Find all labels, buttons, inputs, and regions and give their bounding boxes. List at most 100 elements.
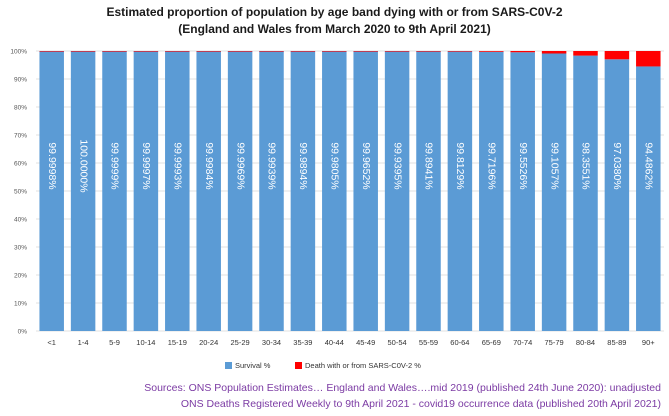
x-tick-label: 65-69: [482, 338, 501, 347]
survival-bar: [604, 59, 630, 331]
survival-bar: [165, 51, 190, 332]
x-tick-label: 25-29: [231, 338, 250, 347]
legend-swatch: [295, 362, 302, 369]
x-tick-label: 55-59: [419, 338, 438, 347]
survival-bar: [133, 51, 159, 331]
legend-swatch: [225, 362, 232, 369]
bar-data-label: 99.8129%: [454, 142, 466, 189]
x-tick-label: 5-9: [109, 338, 120, 347]
source-note-line-2: ONS Deaths Registered Weekly to 9th Apri…: [180, 398, 661, 410]
x-tick-label: 1-4: [78, 338, 89, 347]
death-bar: [227, 51, 253, 52]
bar-data-label: 100.0000%: [77, 139, 89, 192]
bar-data-label: 99.9395%: [391, 142, 403, 189]
chart-subtitle: (England and Wales from March 2020 to 9t…: [178, 22, 491, 36]
death-bar: [416, 51, 441, 52]
bar-data-label: 99.9998%: [46, 142, 58, 189]
death-bar: [510, 51, 535, 53]
y-tick-label: 100%: [10, 49, 27, 56]
y-tick-label: 60%: [14, 161, 27, 168]
x-tick-label: 20-24: [199, 338, 218, 347]
gridlines: [36, 50, 664, 332]
survival-bar: [290, 51, 316, 332]
survival-bar: [196, 51, 221, 331]
death-bar: [70, 51, 96, 52]
y-tick-label: 80%: [14, 105, 27, 112]
death-bar: [604, 51, 630, 60]
death-bar: [384, 51, 410, 52]
death-bar: [573, 51, 598, 56]
survival-bar: [259, 51, 284, 331]
x-tick-label: <1: [47, 338, 56, 347]
bar-data-label: 99.9894%: [297, 142, 309, 189]
survival-bar: [384, 51, 410, 331]
y-tick-label: 10%: [14, 301, 27, 308]
survival-bar: [636, 66, 661, 332]
bar-data-label: 99.9805%: [329, 142, 341, 189]
x-axis-ticks: <1 1-4 5-9 10-14 15-19 20-24 25-29 30-34 35-39 40…: [47, 338, 655, 347]
y-tick-label: 40%: [14, 217, 27, 224]
bar-data-label: 99.9993%: [172, 142, 184, 189]
death-bar: [479, 51, 504, 52]
bar-data-label: 99.9939%: [266, 142, 278, 189]
death-bar: [541, 51, 567, 54]
x-tick-label: 90+: [642, 338, 655, 347]
bar-data-label: 99.9999%: [109, 142, 121, 189]
x-tick-label: 50-54: [388, 338, 407, 347]
y-tick-label: 0%: [18, 329, 28, 336]
bar-data-labels: 99.9998% 100.0000% 99.9999% 99.9997% 99.9993…: [46, 139, 655, 192]
bar-data-label: 97.0380%: [611, 142, 623, 189]
x-tick-label: 85-89: [607, 338, 626, 347]
y-axis-ticks: 0% 10% 20% 30% 40% 50% 60% 70% 80% 90% 100%: [10, 49, 27, 336]
survival-bar: [102, 51, 127, 332]
death-bar: [133, 51, 159, 52]
bars: [39, 51, 661, 332]
x-tick-label: 30-34: [262, 338, 281, 347]
legend-label: Death with or from SARS-C0V-2 %: [305, 361, 421, 370]
death-bar: [259, 51, 284, 52]
bar-data-label: 99.9997%: [140, 142, 152, 189]
bar-data-label: 98.3551%: [580, 142, 592, 189]
survival-bar: [353, 51, 378, 331]
death-bar: [322, 51, 347, 52]
death-bar: [447, 51, 473, 52]
x-tick-label: 15-19: [168, 338, 187, 347]
survival-bar: [39, 51, 64, 332]
bar-data-label: 99.9984%: [203, 142, 215, 189]
legend: Survival % Death with or from SARS-C0V-2 …: [225, 361, 421, 370]
survival-bar: [322, 51, 347, 332]
death-bar: [39, 51, 64, 52]
death-bar: [636, 51, 661, 67]
survival-bar: [70, 51, 96, 331]
survival-bar: [227, 51, 253, 332]
survival-bar: [541, 53, 567, 332]
y-tick-label: 50%: [14, 189, 27, 196]
death-bar: [196, 51, 221, 52]
survival-bar: [416, 51, 441, 332]
x-tick-label: 10-14: [136, 338, 155, 347]
bar-data-label: 99.1057%: [548, 142, 560, 189]
x-tick-label: 40-44: [325, 338, 344, 347]
chart-title: Estimated proportion of population by ag…: [106, 5, 563, 19]
x-tick-label: 60-64: [450, 338, 469, 347]
legend-label: Survival %: [235, 361, 271, 370]
death-bar: [353, 51, 378, 52]
x-tick-label: 45-49: [356, 338, 375, 347]
y-tick-label: 20%: [14, 273, 27, 280]
x-tick-label: 80-84: [576, 338, 595, 347]
death-bar: [290, 51, 316, 52]
x-tick-label: 35-39: [293, 338, 312, 347]
survival-bar: [447, 51, 473, 332]
bar-data-label: 99.7196%: [486, 142, 498, 189]
death-bar: [165, 51, 190, 52]
bar-data-label: 99.9652%: [360, 142, 372, 189]
survival-bar: [573, 55, 598, 332]
death-bar: [102, 51, 127, 52]
survival-bar: [510, 52, 535, 332]
y-tick-label: 90%: [14, 77, 27, 84]
source-note-line-1: Sources: ONS Population Estimates… Engla…: [144, 382, 661, 394]
y-tick-label: 30%: [14, 245, 27, 252]
survival-bar: [479, 51, 504, 331]
